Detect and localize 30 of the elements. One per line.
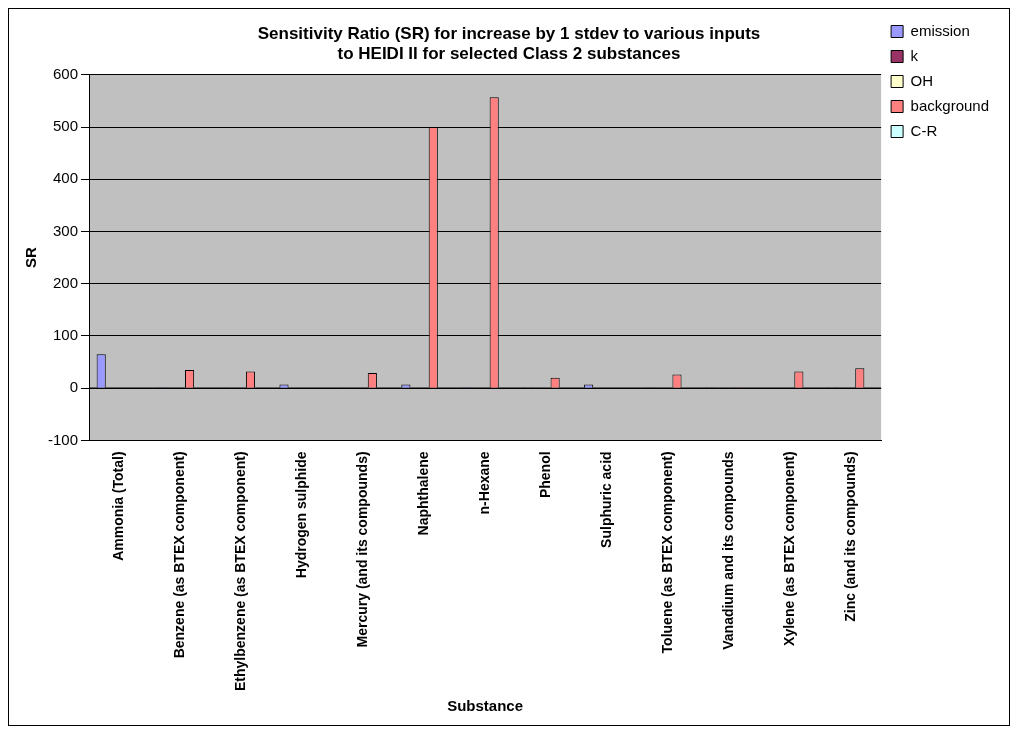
x-tick-label: Zinc (and its compounds) <box>841 451 858 622</box>
legend-label: emission <box>910 21 970 39</box>
x-tick-label: Hydrogen sulphide <box>293 451 310 579</box>
x-tick-label: Benzene (as BTEX component) <box>171 451 188 659</box>
legend-label: OH <box>910 71 934 89</box>
x-tick-label: Sulphuric acid <box>597 451 614 548</box>
x-tick-label: Ethylbenzene (as BTEX component) <box>232 451 249 692</box>
legend-label: k <box>910 46 919 64</box>
y-tick-label: 400 <box>52 169 79 187</box>
x-tick-label: n-Hexane <box>475 451 492 515</box>
legend-label: background <box>910 96 990 114</box>
x-tick-label: Ammonia (Total) <box>110 451 127 561</box>
text: Sensitivity Ratio (SR) for increase by 1 stdev to various inputs <box>257 23 761 43</box>
x-tick-label: Xylene (as BTEX component) <box>780 451 797 646</box>
y-tick-label: -100 <box>47 430 79 448</box>
x-tick-label: Mercury (and its compounds) <box>354 451 371 648</box>
x-tick-label: Phenol <box>536 451 553 499</box>
x-tick-label: Toluene (as BTEX component) <box>658 451 675 654</box>
text: to HEIDI II for selected Class 2 substances <box>337 44 681 64</box>
x-tick-label: Vanadium and its compounds <box>719 451 736 650</box>
y-tick-label: 200 <box>52 273 79 291</box>
x-axis-title: Substance <box>447 697 523 715</box>
x-tick-label: Naphthalene <box>415 451 431 536</box>
y-tick-label: 0 <box>69 378 79 396</box>
y-tick-label: 100 <box>52 326 79 344</box>
y-tick-label: 600 <box>52 64 79 82</box>
legend-label: C-R <box>910 121 938 139</box>
y-tick-label: 300 <box>52 221 79 239</box>
y-tick-label: 500 <box>52 117 79 135</box>
y-axis-title: SR <box>22 247 40 269</box>
